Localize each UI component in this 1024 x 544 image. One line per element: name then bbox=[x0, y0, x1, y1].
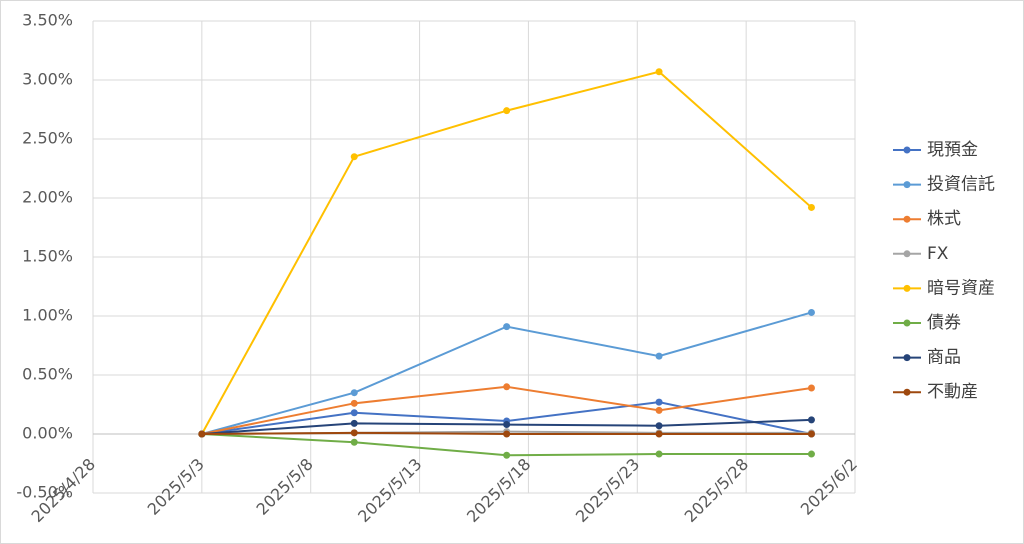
y-tick-label: 1.00% bbox=[22, 306, 73, 325]
y-tick-label: -0.50% bbox=[16, 483, 73, 502]
data-point bbox=[198, 430, 206, 438]
data-point bbox=[655, 68, 663, 76]
data-point bbox=[503, 383, 511, 391]
legend-label: 不動産 bbox=[927, 382, 978, 402]
y-tick-label: 3.00% bbox=[22, 70, 73, 89]
legend-label: 暗号資産 bbox=[927, 278, 995, 298]
data-point bbox=[807, 384, 815, 392]
data-point bbox=[503, 430, 511, 438]
legend-marker bbox=[903, 146, 911, 154]
data-point bbox=[350, 153, 358, 161]
y-tick-label: 0.00% bbox=[22, 424, 73, 443]
legend-label: 現預金 bbox=[927, 140, 978, 160]
legend-marker bbox=[903, 319, 911, 327]
data-point bbox=[503, 107, 511, 115]
data-point bbox=[807, 416, 815, 424]
y-tick-label: 0.50% bbox=[22, 365, 73, 384]
data-point bbox=[350, 438, 358, 446]
data-point bbox=[503, 451, 511, 459]
legend-label: 株式 bbox=[927, 209, 961, 229]
data-point bbox=[807, 308, 815, 316]
data-point bbox=[503, 323, 511, 331]
data-point bbox=[350, 389, 358, 397]
data-point bbox=[503, 421, 511, 429]
y-tick-label: 2.50% bbox=[22, 129, 73, 148]
y-tick-label: 3.50% bbox=[22, 11, 73, 30]
legend-marker bbox=[903, 215, 911, 223]
legend-marker bbox=[903, 250, 911, 258]
legend-label: 投資信託 bbox=[927, 175, 995, 195]
data-point bbox=[655, 406, 663, 414]
data-point bbox=[655, 352, 663, 360]
data-point bbox=[350, 409, 358, 417]
y-tick-label: 1.50% bbox=[22, 247, 73, 266]
legend-marker bbox=[903, 284, 911, 292]
data-point bbox=[655, 450, 663, 458]
data-point bbox=[807, 203, 815, 211]
data-point bbox=[655, 398, 663, 406]
legend-label: FX bbox=[927, 244, 949, 264]
data-point bbox=[655, 422, 663, 430]
data-point bbox=[655, 430, 663, 438]
legend-marker bbox=[903, 354, 911, 362]
y-tick-label: 2.00% bbox=[22, 188, 73, 207]
legend-label: 商品 bbox=[927, 348, 961, 368]
legend-label: 債券 bbox=[927, 313, 961, 333]
legend-marker bbox=[903, 388, 911, 396]
data-point bbox=[350, 419, 358, 427]
data-point bbox=[350, 429, 358, 437]
data-point bbox=[350, 399, 358, 407]
data-point bbox=[807, 450, 815, 458]
data-point bbox=[807, 430, 815, 438]
legend-marker bbox=[903, 181, 911, 189]
